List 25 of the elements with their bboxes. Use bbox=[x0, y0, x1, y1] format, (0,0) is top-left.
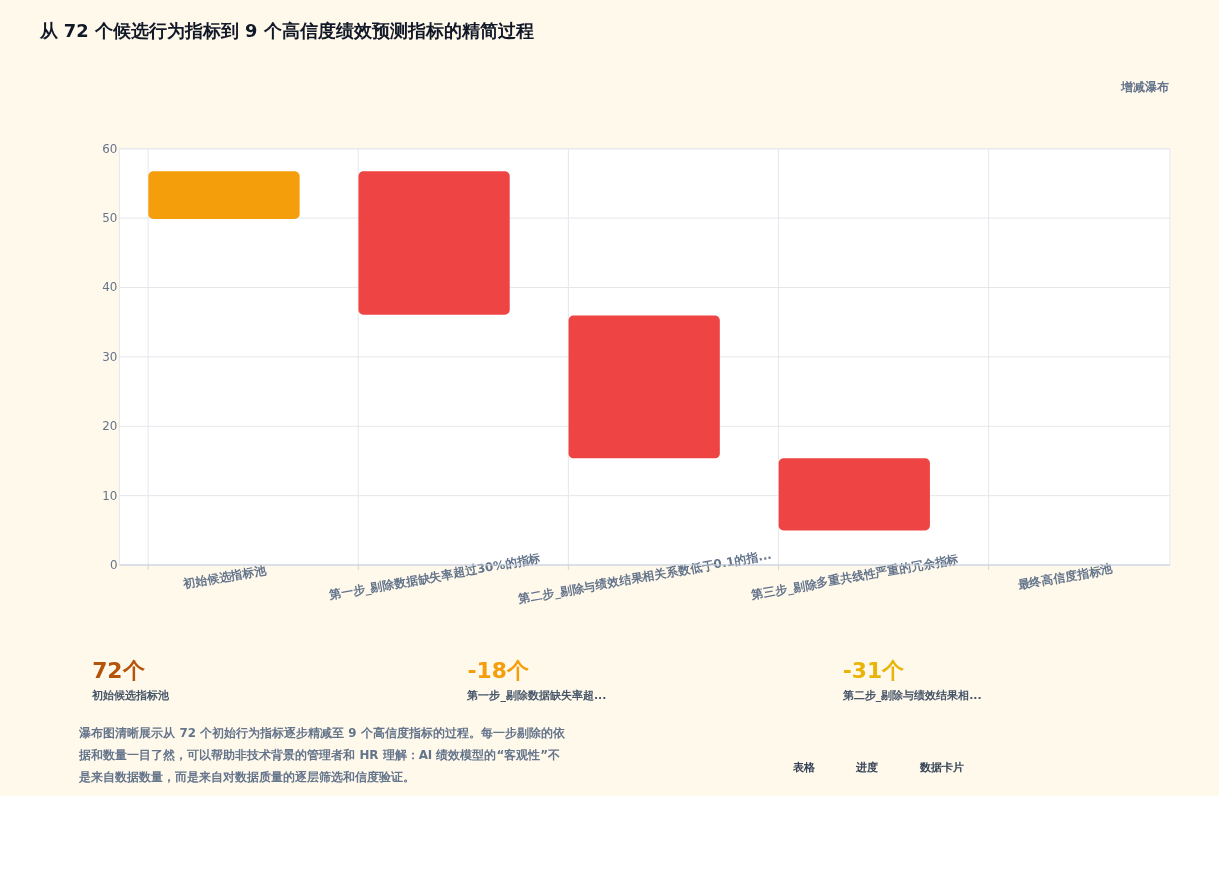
text: 第一步_剔除数据缺失率超... bbox=[466, 689, 607, 703]
text: 第二步_剔除与绩效结果相... bbox=[841, 689, 982, 703]
text: 72个 bbox=[92, 658, 145, 684]
text: 进度 bbox=[855, 760, 879, 774]
bar bbox=[778, 458, 930, 531]
text: -31个 bbox=[842, 658, 905, 684]
y-tick-label: 0 bbox=[109, 557, 118, 572]
bar bbox=[358, 171, 510, 315]
text: 瀑布图清晰展示从 72 个初始行为指标逐步精减至 9 个高信度指标的过程。每一步剔除的依据和数量一目了然，可以帮助非技术背景的管理者和 HR 理解：AI 绩效模型的“客观性”不是来自数据数量，而是来自对数据质量的逐层筛选和信度验证。 bbox=[78, 725, 566, 784]
text: 表格 bbox=[791, 760, 816, 774]
y-tick-label: 30 bbox=[102, 349, 118, 364]
chart-subtitle: 增减瀑布 bbox=[1120, 79, 1170, 94]
bar bbox=[148, 171, 300, 220]
x-tick-label: 最终高信度指标池 bbox=[1015, 561, 1115, 593]
x-tick-label: 初始候选指标池 bbox=[181, 562, 269, 592]
text: -18个 bbox=[467, 658, 529, 684]
chart-title: 从 72 个候选行为指标到 9 个高信度绩效预测指标的精简过程 bbox=[38, 20, 534, 42]
y-tick-label: 50 bbox=[102, 211, 118, 226]
y-tick-label: 20 bbox=[102, 419, 118, 434]
text: 数据卡片 bbox=[918, 760, 964, 774]
y-tick-label: 60 bbox=[102, 141, 118, 156]
text: 初始候选指标池 bbox=[91, 689, 171, 703]
y-tick-label: 40 bbox=[102, 280, 118, 295]
y-tick-label: 10 bbox=[102, 488, 118, 503]
bar bbox=[568, 315, 720, 459]
